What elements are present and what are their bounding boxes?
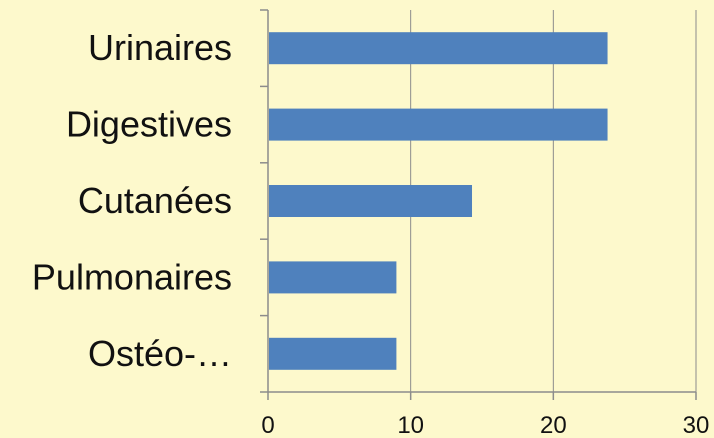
x-tick-label: 30 <box>683 412 710 438</box>
bar-1 <box>269 109 608 141</box>
bar-3 <box>269 261 396 293</box>
category-label: Cutanées <box>78 180 232 221</box>
category-label: Ostéo-… <box>88 333 232 374</box>
bars <box>269 32 608 370</box>
x-tick-label: 10 <box>397 412 424 438</box>
bar-4 <box>269 338 396 370</box>
x-tick-label: 0 <box>261 412 274 438</box>
category-label: Urinaires <box>88 27 232 68</box>
bar-0 <box>269 32 608 64</box>
category-label: Digestives <box>66 104 232 145</box>
x-tick-label: 20 <box>540 412 567 438</box>
category-label: Pulmonaires <box>32 256 232 297</box>
category-labels: Urinaires Digestives Cutanées Pulmonaires Os… <box>32 27 232 374</box>
bar-2 <box>269 185 472 217</box>
tick-labels: 0 10 20 30 <box>261 412 709 438</box>
